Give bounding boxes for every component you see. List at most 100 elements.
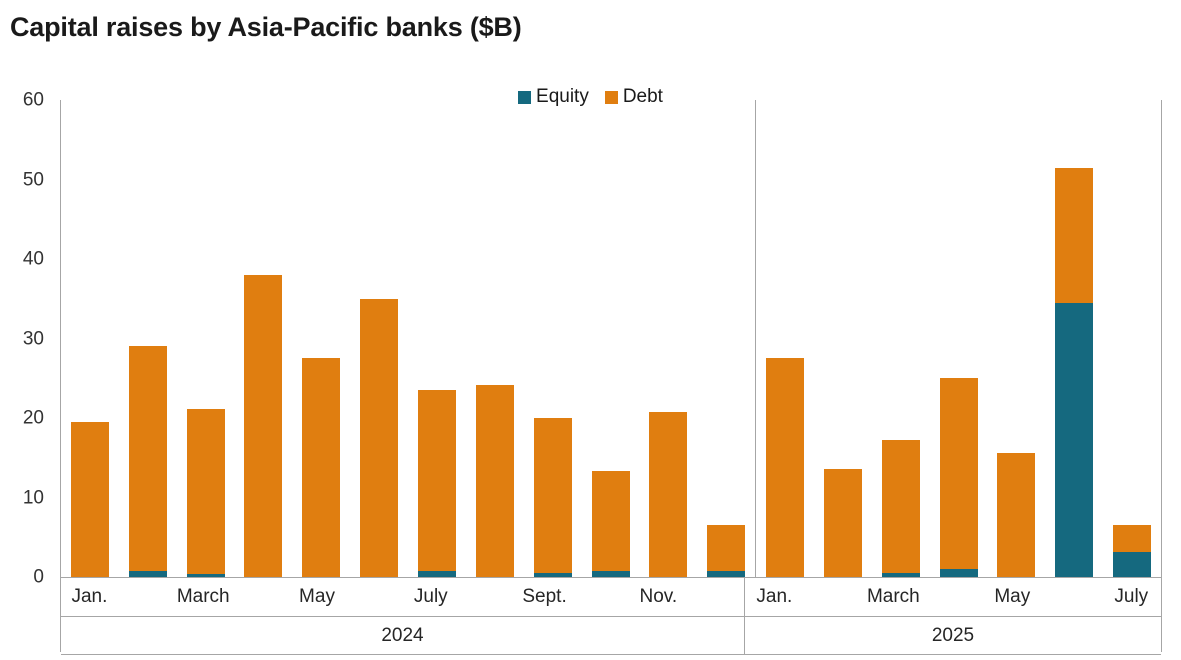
bar-slot: [177, 100, 235, 577]
bar-2024-3: [186, 100, 225, 577]
y-axis-tick-label: 60: [22, 89, 44, 111]
month-label: May: [299, 586, 335, 607]
year-label-2024: 2024: [381, 624, 424, 646]
bar-segment-debt: [1055, 167, 1094, 303]
bar-segment-debt: [939, 378, 978, 570]
month-label: [118, 578, 175, 616]
bar-segment-debt: [244, 274, 283, 577]
bar-slot: [582, 100, 640, 577]
bar-2025-7: [1113, 100, 1152, 577]
bar-slot: [292, 100, 350, 577]
x-axis-month-labels: Jan. March May July Sept. Nov. Jan. March May Jul…: [61, 578, 1161, 617]
month-label: [804, 578, 863, 616]
month-label: [1042, 578, 1101, 616]
plot-frame: Jan. March May July Sept. Nov. Jan. March May Jul…: [60, 100, 1162, 655]
bar-2024-10: [591, 100, 630, 577]
bar-segment-debt: [1113, 525, 1152, 553]
bar-slot: [814, 100, 872, 577]
bar-group-2024: [61, 100, 755, 577]
bar-slot: [524, 100, 582, 577]
month-label: [345, 578, 402, 616]
y-axis-tick-label: 0: [33, 566, 44, 588]
month-label: [459, 578, 516, 616]
bar-2025-3: [881, 100, 920, 577]
bar-2024-1: [70, 100, 109, 577]
bar-segment-equity: [186, 573, 225, 577]
month-label: Jan.: [756, 586, 793, 607]
month-label: [573, 578, 630, 616]
x-axis-year-labels: 2024 2025: [61, 617, 1161, 655]
bar-segment-equity: [417, 570, 456, 577]
bar-segment-equity: [1055, 302, 1094, 577]
bar-2024-9: [533, 100, 572, 577]
bar-slot: [987, 100, 1045, 577]
month-label: Nov.: [639, 586, 678, 607]
bar-segment-equity: [128, 570, 167, 577]
bar-2025-5: [997, 100, 1036, 577]
bar-2024-12: [707, 100, 746, 577]
y-axis-tick-label: 40: [22, 248, 44, 270]
bar-2025-1: [766, 100, 805, 577]
year-label-2025: 2025: [743, 617, 1161, 654]
bar-2025-2: [823, 100, 862, 577]
month-label: [232, 578, 289, 616]
bar-2024-5: [302, 100, 341, 577]
bar-slot: [872, 100, 930, 577]
bar-segment-debt: [707, 524, 746, 571]
bar-slot: [639, 100, 697, 577]
bar-slot: [756, 100, 814, 577]
bar-slot: [235, 100, 293, 577]
bar-segment-equity: [1113, 552, 1152, 577]
chart-title: Capital raises by Asia-Pacific banks ($B…: [10, 12, 522, 42]
legend-item-debt: Debt: [604, 86, 663, 108]
bar-segment-debt: [128, 346, 167, 571]
bar-segment-equity: [939, 569, 978, 577]
month-label: [687, 578, 744, 616]
bar-slot: [119, 100, 177, 577]
month-label: May: [994, 586, 1031, 607]
bar-segment-debt: [881, 440, 920, 574]
bar-segment-debt: [302, 358, 341, 577]
bar-2025-4: [939, 100, 978, 577]
bar-slot: [697, 100, 755, 577]
bar-2024-11: [649, 100, 688, 577]
month-label-group-2025: Jan. March May July: [743, 578, 1161, 616]
bar-segment-debt: [417, 390, 456, 571]
y-axis: 0 10 20 30 40 50 60: [0, 91, 52, 587]
legend-item-equity: Equity: [518, 86, 589, 108]
plot-area: [61, 100, 1161, 578]
bar-slot: [1103, 100, 1161, 577]
legend-swatch-debt-icon: [604, 90, 618, 104]
bar-slot: [1045, 100, 1103, 577]
bar-slot: [350, 100, 408, 577]
bar-segment-debt: [649, 411, 688, 577]
month-label: March: [176, 586, 230, 607]
bar-slot: [408, 100, 466, 577]
bar-segment-debt: [823, 468, 862, 577]
bar-segment-equity: [591, 570, 630, 577]
bar-segment-debt: [475, 385, 514, 577]
bar-2025-6: [1055, 100, 1094, 577]
bar-segment-equity: [533, 573, 572, 577]
bar-2024-6: [360, 100, 399, 577]
bar-segment-debt: [360, 298, 399, 577]
month-label: Sept.: [522, 586, 567, 607]
legend-swatch-equity-icon: [518, 90, 532, 104]
bar-2024-7: [417, 100, 456, 577]
bar-segment-debt: [997, 452, 1036, 577]
month-label: March: [866, 586, 920, 607]
bar-segment-debt: [186, 409, 225, 574]
month-label: July: [413, 586, 448, 607]
bar-segment-equity: [881, 573, 920, 577]
y-axis-tick-label: 10: [22, 487, 44, 509]
legend-label: Equity: [536, 86, 589, 107]
y-axis-tick-label: 50: [22, 169, 44, 190]
month-label: [923, 578, 982, 616]
bar-slot: [930, 100, 988, 577]
bar-slot: [466, 100, 524, 577]
y-axis-tick-label: 30: [22, 328, 44, 349]
month-label: Jan.: [71, 586, 108, 607]
bar-segment-equity: [707, 570, 746, 577]
bar-segment-debt: [591, 471, 630, 571]
